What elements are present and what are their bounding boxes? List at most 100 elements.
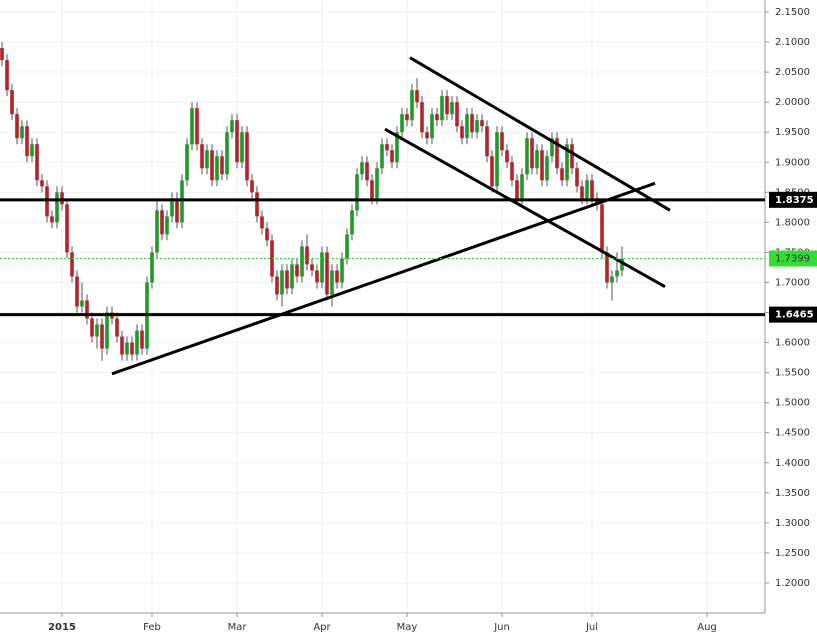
candle-body xyxy=(195,108,199,145)
y-tick-label: 1.2000 xyxy=(775,578,810,589)
candle-body xyxy=(440,96,444,121)
candle-body xyxy=(150,252,154,283)
candle-body xyxy=(290,264,294,289)
candle-body xyxy=(425,132,429,139)
candle-body xyxy=(360,162,364,175)
candle-body xyxy=(5,60,9,91)
x-tick-label: Feb xyxy=(143,622,161,633)
candle-body xyxy=(280,270,284,295)
y-tick-label: 1.5500 xyxy=(775,368,810,379)
candle-body xyxy=(205,150,209,169)
candle-body xyxy=(555,138,559,169)
candle-body xyxy=(545,156,549,181)
candle-body xyxy=(255,192,259,217)
y-tick-label: 2.1500 xyxy=(775,7,810,18)
y-tick-label: 1.4500 xyxy=(775,428,810,439)
candle-body xyxy=(210,150,214,181)
candle-body xyxy=(340,258,344,283)
candle-body xyxy=(485,126,489,157)
candle-body xyxy=(480,120,484,127)
candle-body xyxy=(600,204,604,253)
candle-body xyxy=(540,150,544,181)
candle-body xyxy=(615,270,619,277)
candle-body xyxy=(285,270,289,289)
x-tick-label: Jun xyxy=(493,622,510,633)
x-tick-label: 2015 xyxy=(48,622,76,633)
candle-body xyxy=(95,324,99,337)
candle-body xyxy=(45,186,49,217)
candle-body xyxy=(330,270,334,295)
candle-body xyxy=(605,252,609,283)
candle-body xyxy=(495,132,499,187)
candle-body xyxy=(50,216,54,223)
candle-body xyxy=(160,210,164,235)
y-tick-label: 1.7000 xyxy=(775,277,810,288)
candle-body xyxy=(60,192,64,205)
trendline xyxy=(384,127,666,288)
candle-body xyxy=(355,174,359,211)
candle-body xyxy=(475,120,479,133)
candle-body xyxy=(385,144,389,151)
candle-body xyxy=(105,312,109,349)
y-tick-label: 1.6000 xyxy=(775,338,810,349)
candle-body xyxy=(135,330,139,355)
trendline xyxy=(111,181,656,376)
candle-body xyxy=(390,150,394,163)
x-tick-label: Jul xyxy=(585,622,598,633)
candle-body xyxy=(455,102,459,127)
last-price-label: 1.7399 xyxy=(775,253,810,264)
candle-body xyxy=(450,102,454,115)
candle-body xyxy=(515,180,519,199)
candle-body xyxy=(25,126,29,157)
candle-body xyxy=(395,132,399,163)
candle-body xyxy=(420,102,424,133)
candle-body xyxy=(15,114,19,139)
candle-body xyxy=(620,258,624,271)
candle-body xyxy=(490,156,494,187)
y-tick-label: 1.9500 xyxy=(775,127,810,138)
y-tick-label: 2.1000 xyxy=(775,37,810,48)
y-tick-label: 1.9000 xyxy=(775,157,810,168)
candle-body xyxy=(265,228,269,241)
candle-body xyxy=(570,144,574,169)
candle-body xyxy=(275,276,279,295)
candle-body xyxy=(565,144,569,181)
candle-body xyxy=(370,180,374,199)
y-tick-label: 1.5000 xyxy=(775,398,810,409)
candle-body xyxy=(55,192,59,223)
candle-body xyxy=(180,180,184,223)
candle-body xyxy=(40,180,44,187)
candle-body xyxy=(345,234,349,259)
candle-body xyxy=(535,150,539,169)
x-tick-label: May xyxy=(397,622,418,633)
candle-body xyxy=(100,324,104,349)
candle-body xyxy=(590,180,594,199)
y-tick-label: 2.0500 xyxy=(775,67,810,78)
candle-body xyxy=(90,318,94,337)
candle-body xyxy=(235,120,239,163)
candle-body xyxy=(305,246,309,265)
candle-body xyxy=(575,168,579,187)
candle-body xyxy=(240,132,244,163)
candle-body xyxy=(30,144,34,157)
candle-body xyxy=(435,114,439,121)
candle-body xyxy=(170,198,174,217)
candle-body xyxy=(595,198,599,205)
candle-body xyxy=(10,90,14,115)
y-tick-label: 1.3500 xyxy=(775,488,810,499)
candle-body xyxy=(80,300,84,307)
y-tick-label: 1.4000 xyxy=(775,458,810,469)
candle-body xyxy=(185,144,189,181)
candle-body xyxy=(560,168,564,181)
level-label-box xyxy=(769,191,817,208)
candle-body xyxy=(445,96,449,115)
candle-body xyxy=(35,144,39,181)
candle-body xyxy=(115,318,119,337)
candle-body xyxy=(320,252,324,283)
candle-body xyxy=(200,144,204,169)
candle-body xyxy=(220,156,224,175)
candle-body xyxy=(430,114,434,139)
level-label: 1.8375 xyxy=(775,195,814,206)
candle-body xyxy=(580,186,584,199)
candle-body xyxy=(215,156,219,181)
